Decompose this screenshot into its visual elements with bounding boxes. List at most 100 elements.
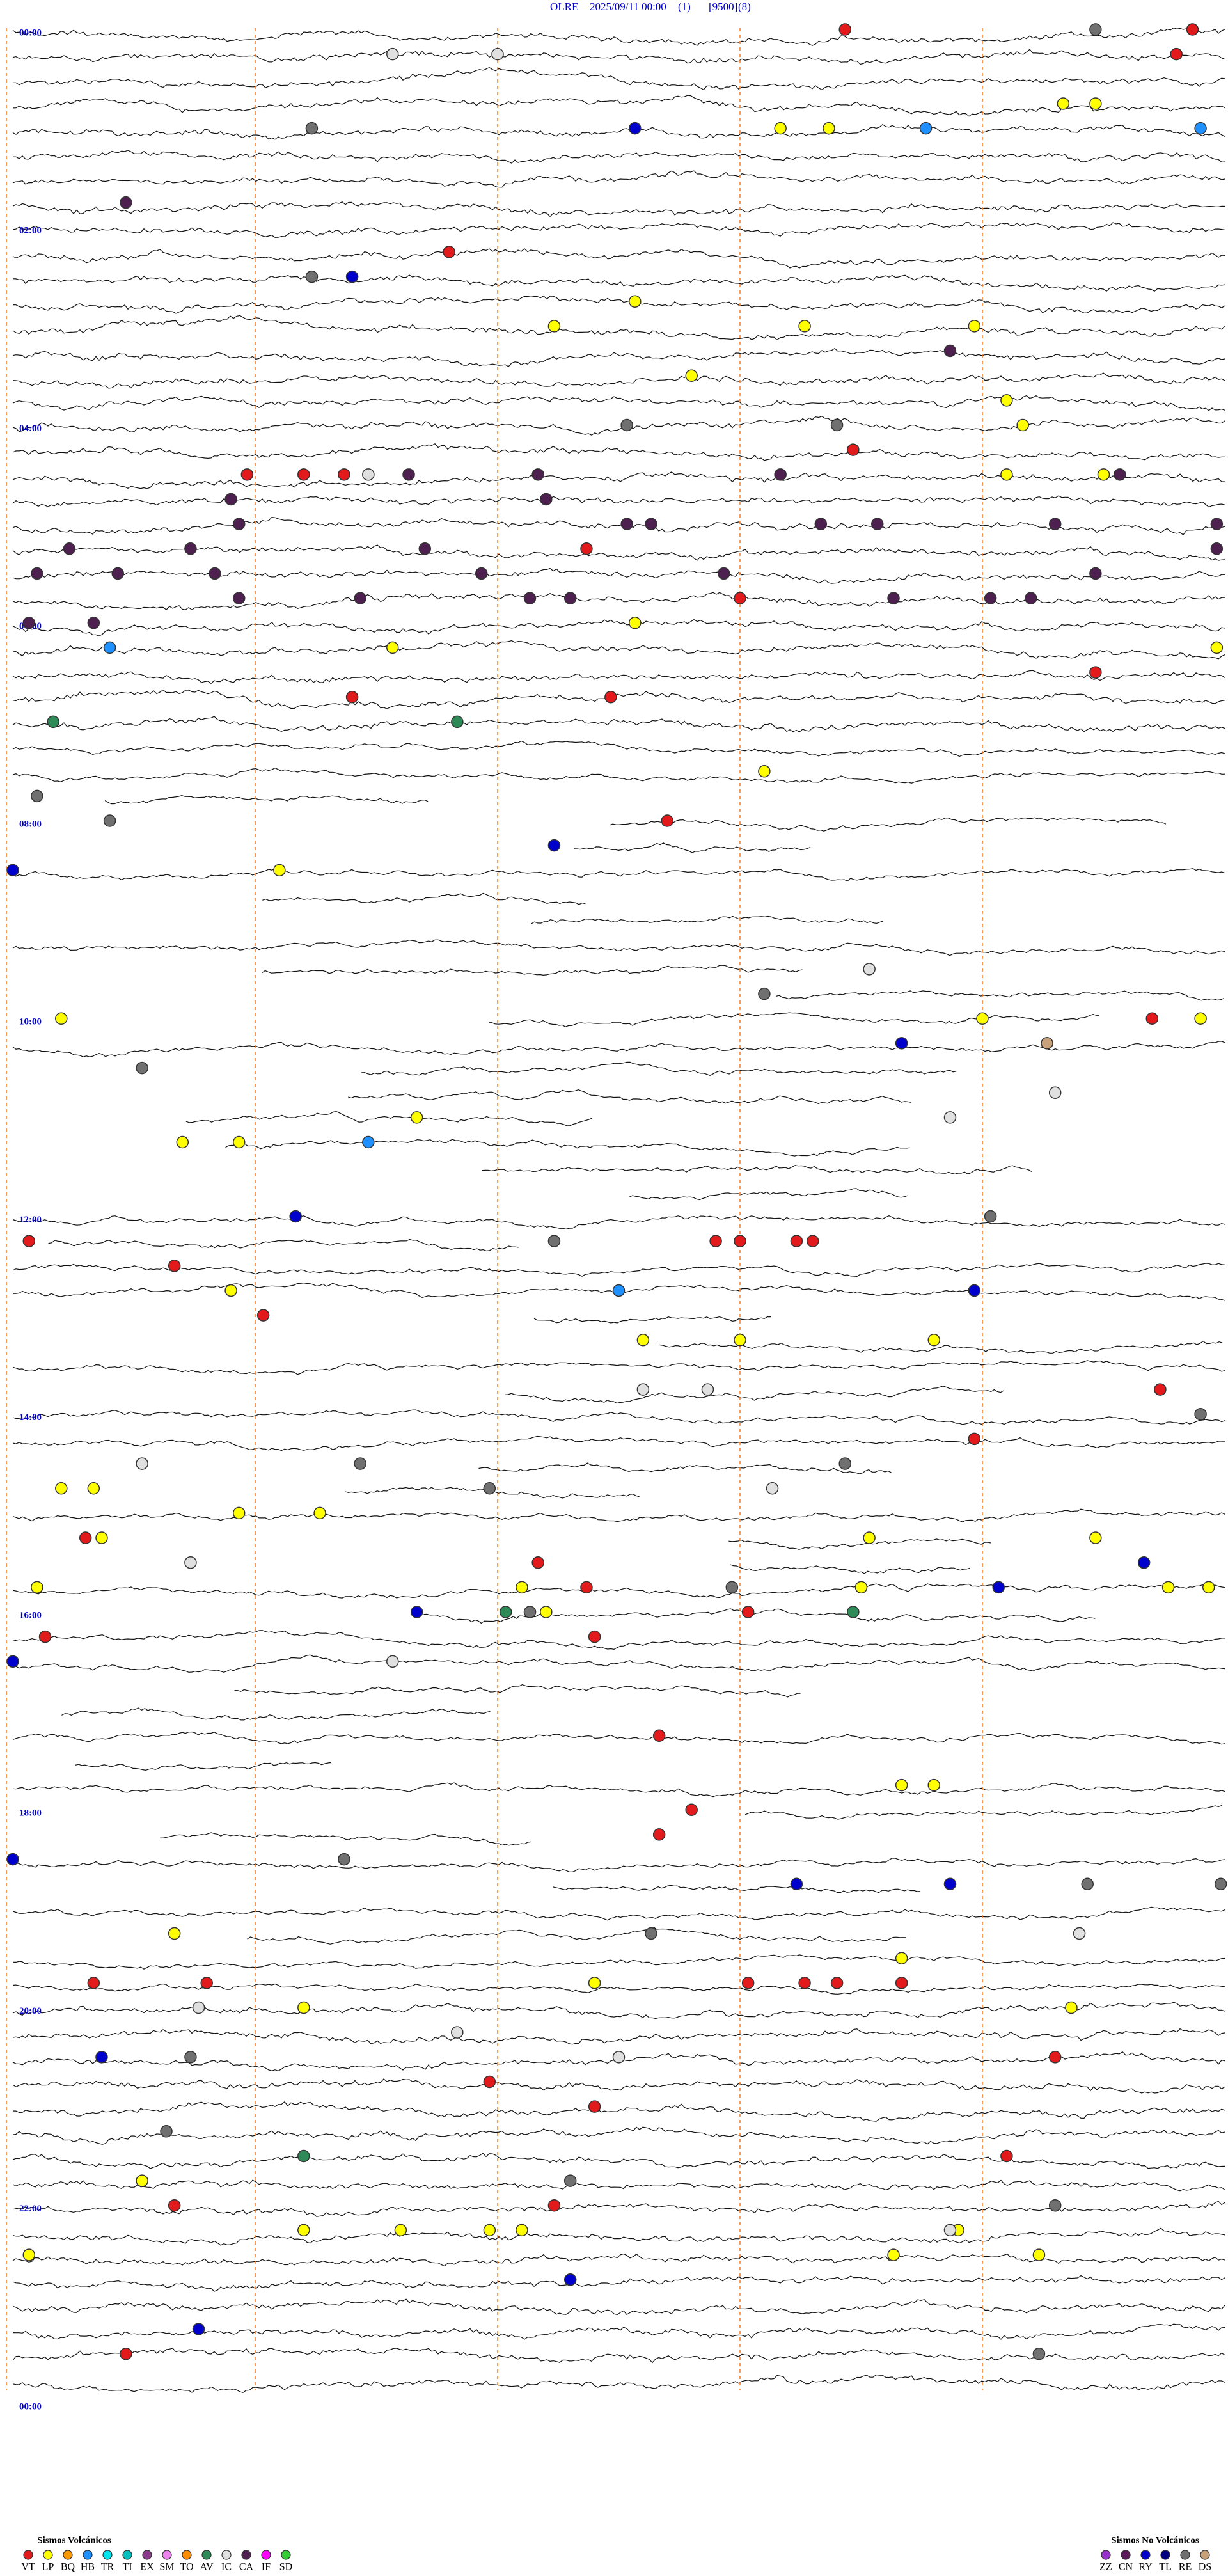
event-dot bbox=[1000, 2149, 1013, 2163]
event-dot bbox=[838, 23, 851, 36]
trace bbox=[12, 619, 1225, 636]
time-label: 20:00 bbox=[19, 2006, 42, 2016]
event-dot bbox=[943, 1111, 957, 1124]
trace bbox=[61, 1707, 491, 1721]
trace bbox=[12, 1858, 1225, 1873]
event-dot bbox=[1210, 542, 1224, 555]
trace bbox=[12, 222, 1225, 238]
trace bbox=[609, 817, 1167, 832]
event-dot bbox=[588, 2100, 601, 2113]
event-dot bbox=[168, 2199, 181, 2212]
event-dot bbox=[289, 1210, 302, 1223]
event-dot bbox=[1210, 518, 1224, 530]
event-dot bbox=[402, 468, 415, 481]
trace bbox=[12, 347, 1225, 367]
event-dot bbox=[483, 2224, 496, 2237]
event-dot bbox=[176, 1135, 189, 1149]
legend-dot bbox=[63, 2550, 73, 2560]
trace bbox=[104, 794, 429, 805]
event-dot bbox=[386, 1655, 399, 1668]
event-dot bbox=[612, 1284, 626, 1297]
event-dot bbox=[725, 1581, 739, 1594]
legend-code: LP bbox=[42, 2562, 54, 2573]
trace bbox=[12, 740, 1225, 757]
event-dot bbox=[443, 246, 455, 258]
trace bbox=[12, 689, 1225, 709]
event-dot bbox=[685, 369, 698, 382]
event-dot bbox=[717, 567, 730, 580]
trace bbox=[12, 443, 1225, 461]
event-dot bbox=[968, 1432, 981, 1446]
legend-dot bbox=[83, 2550, 93, 2560]
event-dot bbox=[22, 1235, 36, 1247]
event-dot bbox=[547, 320, 561, 333]
event-dot bbox=[79, 1531, 92, 1544]
event-dot bbox=[620, 418, 633, 432]
event-dot bbox=[451, 715, 464, 729]
header-text: 2025/09/11 00:00 bbox=[590, 1, 666, 13]
trace bbox=[12, 567, 1225, 584]
event-dot bbox=[580, 1581, 593, 1594]
time-label: 12:00 bbox=[19, 1215, 42, 1225]
event-dot bbox=[232, 592, 246, 604]
event-dot bbox=[629, 122, 642, 135]
event-dot bbox=[386, 47, 399, 61]
event-dot bbox=[919, 122, 933, 135]
event-dot bbox=[95, 2051, 108, 2064]
trace bbox=[12, 295, 1225, 314]
legend-code: TR bbox=[101, 2562, 114, 2573]
event-dot bbox=[766, 1482, 779, 1495]
event-dot bbox=[362, 468, 375, 481]
legend-code: AV bbox=[200, 2562, 213, 2573]
trace bbox=[659, 1340, 1223, 1354]
event-dot bbox=[55, 1482, 68, 1495]
event-dot bbox=[120, 2347, 132, 2360]
event-dot bbox=[1161, 1581, 1175, 1594]
trace bbox=[574, 842, 811, 853]
legend-code: EX bbox=[140, 2562, 154, 2573]
event-dot bbox=[1016, 418, 1029, 432]
trace bbox=[12, 544, 1225, 561]
event-dot bbox=[847, 1606, 860, 1618]
trace bbox=[48, 1238, 519, 1252]
event-dot bbox=[1210, 641, 1224, 654]
event-dot bbox=[652, 1729, 666, 1742]
event-dot bbox=[240, 468, 254, 481]
legend-dot bbox=[1160, 2550, 1170, 2560]
event-dot bbox=[1000, 468, 1013, 481]
trace bbox=[12, 768, 1225, 784]
event-dot bbox=[1089, 1531, 1102, 1544]
legend-dot bbox=[1101, 2550, 1111, 2560]
legend-dot bbox=[221, 2550, 232, 2560]
event-dot bbox=[547, 839, 561, 852]
legend-dot bbox=[122, 2550, 132, 2560]
event-dot bbox=[604, 690, 617, 704]
trace bbox=[12, 372, 1225, 389]
legend-code: DS bbox=[1199, 2562, 1211, 2573]
event-dot bbox=[895, 1778, 908, 1792]
event-dot bbox=[184, 2051, 197, 2064]
event-dot bbox=[1000, 394, 1013, 407]
event-dot bbox=[111, 567, 124, 580]
trace bbox=[478, 1462, 892, 1474]
trace bbox=[552, 1885, 921, 1893]
event-dot bbox=[200, 1977, 213, 1989]
trace bbox=[12, 395, 1225, 411]
event-dot bbox=[345, 690, 359, 704]
legend-code: IC bbox=[221, 2562, 232, 2573]
event-dot bbox=[6, 864, 19, 877]
legend-code: HB bbox=[81, 2562, 95, 2573]
event-dot bbox=[685, 1803, 698, 1816]
trace bbox=[12, 2374, 1225, 2393]
trace bbox=[12, 1435, 1225, 1451]
time-label: 14:00 bbox=[19, 1412, 42, 1423]
event-dot bbox=[345, 270, 359, 283]
event-dot bbox=[636, 1383, 650, 1396]
time-label: 02:00 bbox=[19, 226, 42, 236]
event-dot bbox=[563, 592, 577, 604]
legend-code: SM bbox=[159, 2562, 174, 2573]
legend-dot bbox=[182, 2550, 192, 2560]
trace bbox=[12, 640, 1225, 660]
event-dot bbox=[232, 1506, 246, 1520]
event-dot bbox=[968, 1284, 981, 1297]
